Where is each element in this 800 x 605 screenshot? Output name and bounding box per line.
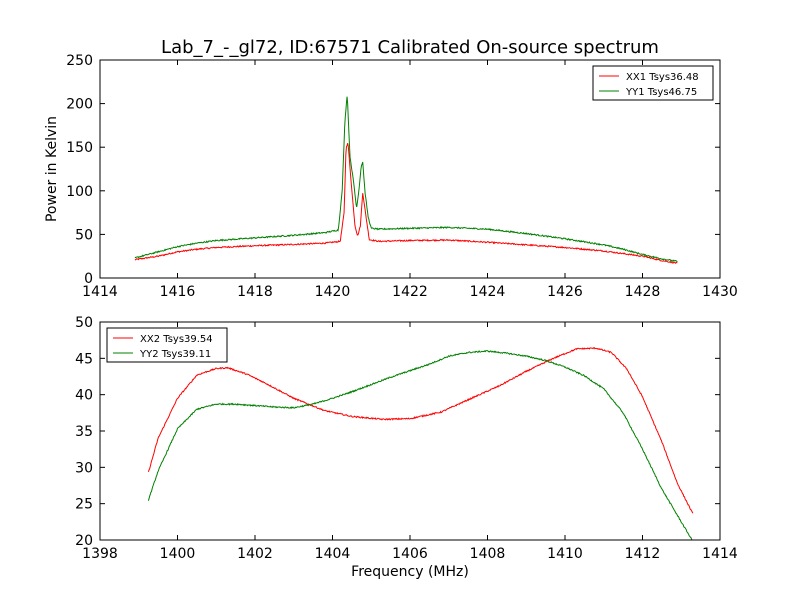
x-tick-label: 1424 [470, 284, 506, 300]
x-tick-label: 1428 [625, 284, 661, 300]
x-tick-label: 1412 [625, 546, 661, 562]
x-tick-label: 1414 [82, 284, 118, 300]
legend-entry: YY1 Tsys46.75 [625, 87, 697, 98]
y-tick-label: 150 [66, 140, 93, 156]
legend-entry: XX2 Tsys39.54 [140, 334, 213, 345]
legend: XX1 Tsys36.48 YY1 Tsys46.75 [592, 65, 714, 101]
x-axis-label: Frequency (MHz) [351, 564, 469, 580]
y-tick-label: 50 [75, 315, 93, 331]
x-tick-label: 1430 [702, 284, 738, 300]
y-axis-label: Power in Kelvin [44, 116, 60, 222]
series-line-2-1 [147, 347, 694, 514]
x-tick-label: 1400 [160, 546, 196, 562]
x-tick-label: 1406 [392, 546, 428, 562]
legend-box [106, 327, 228, 363]
y-tick-label: 30 [75, 460, 93, 476]
x-tick-label: 1408 [470, 546, 506, 562]
y-tick-label: 45 [75, 351, 93, 367]
x-tick-label: 1416 [160, 284, 196, 300]
plot-panel-1: 1414 1416 1418 1420 1422 1424 1426 1428 1430 0 50 1… [66, 53, 738, 300]
y-tick-label: 25 [75, 497, 93, 513]
x-tick-label: 1422 [392, 284, 428, 300]
x-tick-label: 1402 [237, 546, 273, 562]
series-line-1-2 [134, 96, 678, 263]
y-tick-label: 100 [66, 184, 93, 200]
x-tick-label: 1420 [315, 284, 351, 300]
y-tick-label: 200 [66, 97, 93, 113]
y-tick-label: 20 [75, 533, 93, 549]
plot-panel-2: 1398 1400 1402 1404 1406 1408 1410 1412 1414 20 25… [75, 315, 738, 562]
legend-entry: YY2 Tsys39.11 [139, 349, 211, 360]
series-line-2-2 [147, 350, 693, 540]
y-tick-label: 250 [66, 53, 93, 69]
y-tick-label: 50 [75, 227, 93, 243]
y-tick-label: 0 [84, 271, 93, 287]
series-line-1-1 [134, 143, 678, 264]
x-tick-label: 1426 [547, 284, 583, 300]
x-tick-label: 1414 [702, 546, 738, 562]
x-tick-label: 1404 [315, 546, 351, 562]
x-tick-label: 1410 [547, 546, 583, 562]
legend: XX2 Tsys39.54 YY2 Tsys39.11 [106, 327, 228, 363]
x-tick-label: 1418 [237, 284, 273, 300]
legend-box [592, 65, 714, 101]
y-tick-label: 40 [75, 388, 93, 404]
legend-entry: XX1 Tsys36.48 [626, 72, 699, 83]
x-tick-label: 1398 [82, 546, 118, 562]
y-tick-label: 35 [75, 424, 93, 440]
chart-title: Lab_7_-_gl72, ID:67571 Calibrated On-sou… [161, 37, 659, 58]
